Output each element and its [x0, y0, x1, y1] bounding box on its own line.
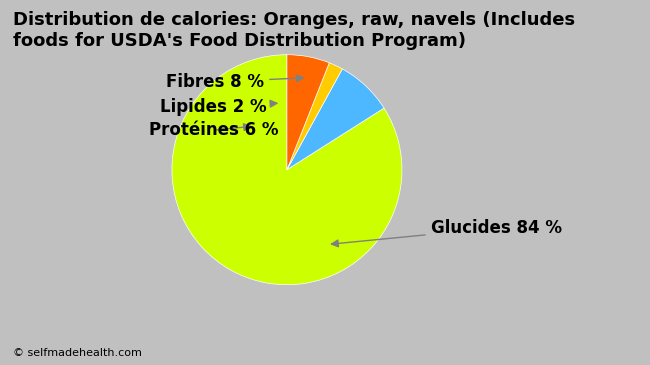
Text: © selfmadehealth.com: © selfmadehealth.com — [13, 348, 142, 358]
Text: Distribution de calories: Oranges, raw, navels (Includes
foods for USDA's Food D: Distribution de calories: Oranges, raw, … — [13, 11, 575, 50]
Text: Lipides 2 %: Lipides 2 % — [161, 98, 277, 116]
Text: Fibres 8 %: Fibres 8 % — [166, 73, 304, 91]
Wedge shape — [287, 69, 384, 170]
Wedge shape — [172, 55, 402, 285]
Text: Glucides 84 %: Glucides 84 % — [332, 219, 562, 247]
Wedge shape — [287, 55, 330, 170]
Wedge shape — [287, 63, 343, 170]
Text: Protéines 6 %: Protéines 6 % — [149, 121, 278, 139]
